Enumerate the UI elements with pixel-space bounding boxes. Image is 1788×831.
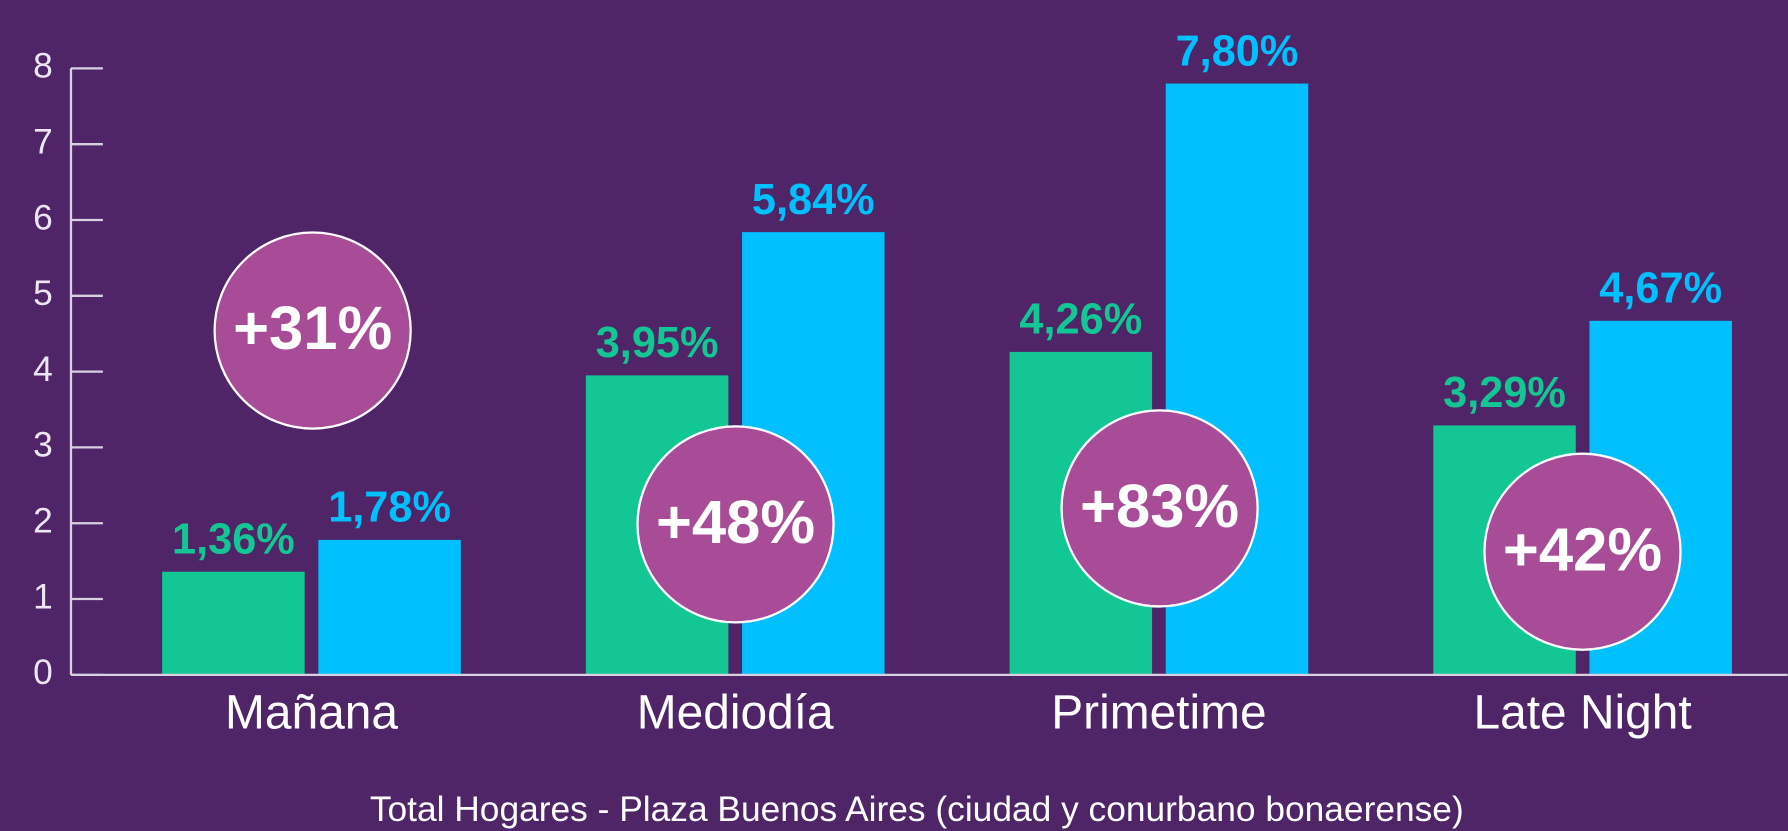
x-tick-label: Mañana	[225, 687, 398, 740]
bar	[162, 571, 305, 675]
annotation-circle	[1060, 409, 1259, 608]
y-tick-label: 1	[33, 577, 53, 616]
value-label: 5,84%	[752, 176, 875, 224]
value-label: 4,26%	[1019, 296, 1142, 344]
value-label: 1,36%	[172, 516, 295, 564]
annotation: +48%	[656, 488, 815, 557]
value-label: 7,80%	[1176, 27, 1299, 75]
y-tick-label: 0	[33, 653, 53, 692]
x-axis-label: Total Hogares - Plaza Buenos Aires (ciud…	[370, 790, 1464, 829]
y-tick-label: 7	[33, 123, 53, 162]
y-tick-label: 4	[33, 350, 53, 389]
x-tick-label: Late Night	[1474, 687, 1692, 740]
value-label: 3,29%	[1443, 369, 1566, 417]
annotation-circle	[1483, 452, 1682, 651]
annotation: +83%	[1080, 472, 1239, 541]
y-tick-label: 2	[33, 502, 53, 541]
y-tick-label: 8	[33, 47, 53, 86]
y-tick-label: 5	[33, 274, 53, 313]
x-tick-label: Mediodía	[637, 687, 834, 740]
y-tick-label: 3	[33, 426, 53, 465]
bar	[318, 539, 461, 675]
x-tick-label: Primetime	[1051, 687, 1266, 740]
value-label: 1,78%	[328, 484, 451, 532]
annotation: +31%	[233, 294, 392, 363]
annotation: +42%	[1503, 515, 1662, 584]
annotation-circle	[636, 425, 835, 624]
value-label: 3,95%	[596, 319, 719, 367]
value-label: 4,67%	[1599, 265, 1722, 313]
annotation-circle	[213, 231, 412, 430]
y-tick-label: 6	[33, 198, 53, 237]
